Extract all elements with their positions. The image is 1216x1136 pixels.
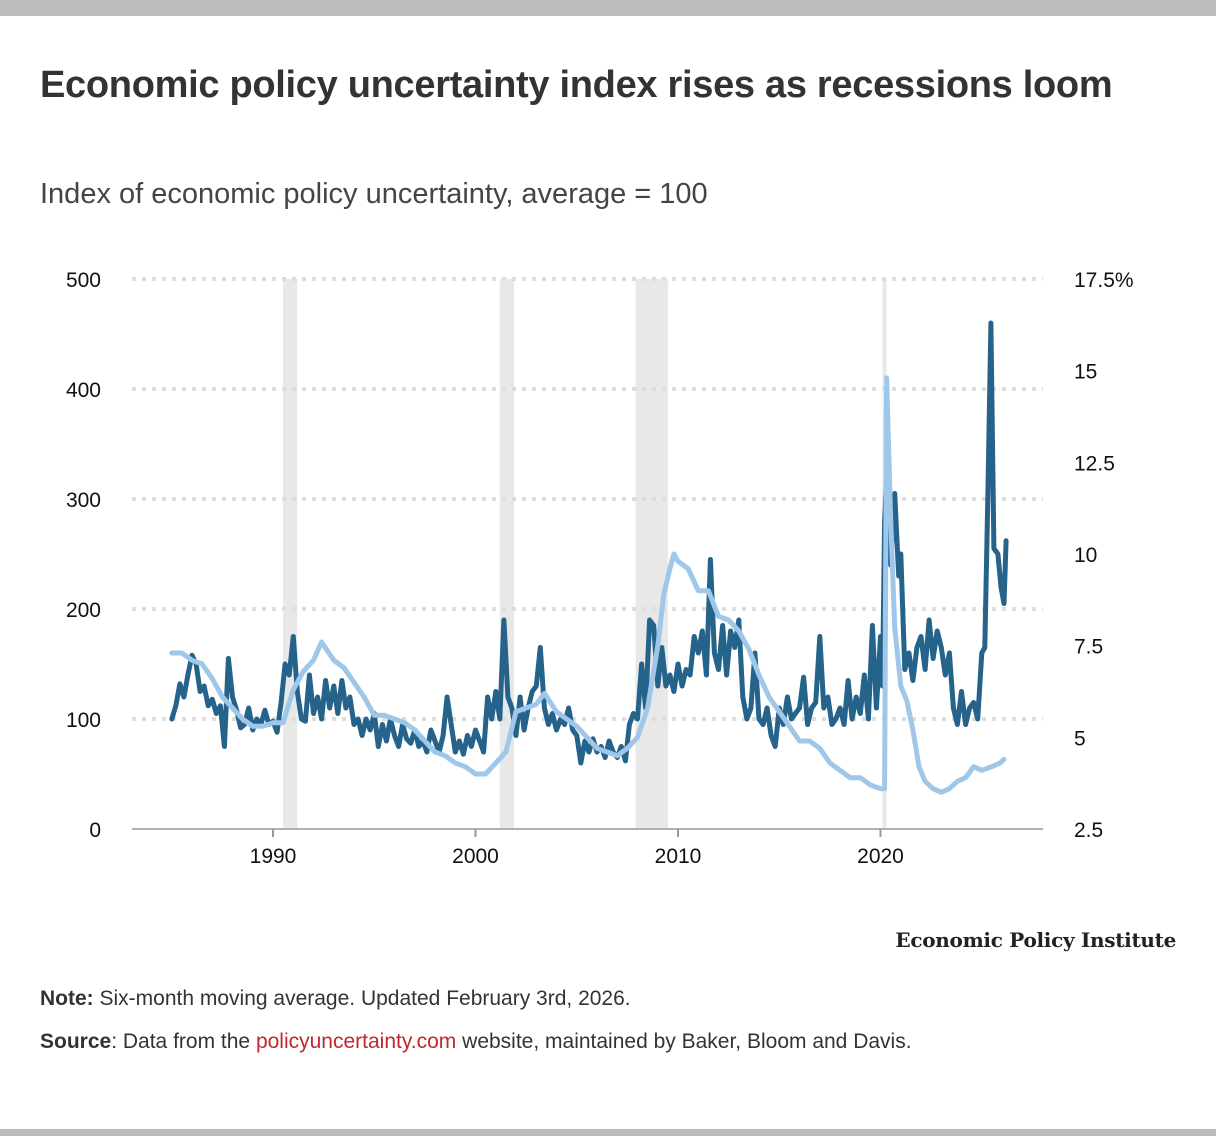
y-left-tick-label: 300 (66, 489, 101, 512)
note-text: Six-month moving average. Updated Februa… (93, 987, 631, 1010)
recession-band (283, 279, 298, 829)
y-right-tick-label: 7.5 (1074, 636, 1103, 659)
y-right-tick-label: 2.5 (1074, 819, 1103, 842)
y-right-tick-label: 12.5 (1074, 452, 1115, 475)
y-right-tick-label: 17.5% (1074, 269, 1134, 292)
line-chart: 1990 2000 2010 2020 0 100 200 300 400 500 2.5 5 7.… (66, 269, 1134, 868)
x-axis-ticks: 1990 2000 2010 2020 (250, 829, 904, 868)
top-border-bar (0, 0, 1216, 16)
source-pre: : Data from the (111, 1030, 256, 1053)
recession-band (635, 279, 668, 829)
y-left-tick-label: 400 (66, 379, 101, 402)
source-post: website, maintained by Baker, Bloom and … (456, 1030, 912, 1053)
chart-subtitle: Index of economic policy uncertainty, av… (40, 178, 708, 210)
series-line-epu-index (169, 320, 1009, 766)
y-left-tick-label: 500 (66, 269, 101, 292)
y-left-tick-label: 0 (89, 819, 101, 842)
x-tick-label: 1990 (250, 845, 297, 868)
chart-source: Source: Data from the policyuncertainty.… (40, 1030, 912, 1054)
y-axis-right-labels: 2.5 5 7.5 10 12.5 15 17.5% (1074, 269, 1134, 842)
x-tick-label: 2010 (655, 845, 702, 868)
note-label: Note: (40, 987, 94, 1010)
x-tick-label: 2020 (857, 845, 904, 868)
y-right-tick-label: 10 (1074, 544, 1097, 567)
x-tick-label: 2000 (452, 845, 499, 868)
y-right-tick-label: 5 (1074, 727, 1086, 750)
epi-logo: Economic Policy Institute (895, 928, 1176, 952)
chart-note: Note: Six-month moving average. Updated … (40, 987, 631, 1011)
source-link[interactable]: policyuncertainty.com (255, 1030, 457, 1053)
chart-title: Economic policy uncertainty index rises … (40, 64, 1113, 106)
bottom-border-bar (0, 1129, 1216, 1136)
series-line-unemployment-rate (169, 375, 1007, 795)
y-axis-left-labels: 0 100 200 300 400 500 (66, 269, 101, 842)
y-left-tick-label: 100 (66, 709, 101, 732)
y-right-tick-label: 15 (1074, 361, 1097, 384)
y-left-tick-label: 200 (66, 599, 101, 622)
source-label: Source (40, 1030, 112, 1053)
series-lines (169, 320, 1009, 795)
